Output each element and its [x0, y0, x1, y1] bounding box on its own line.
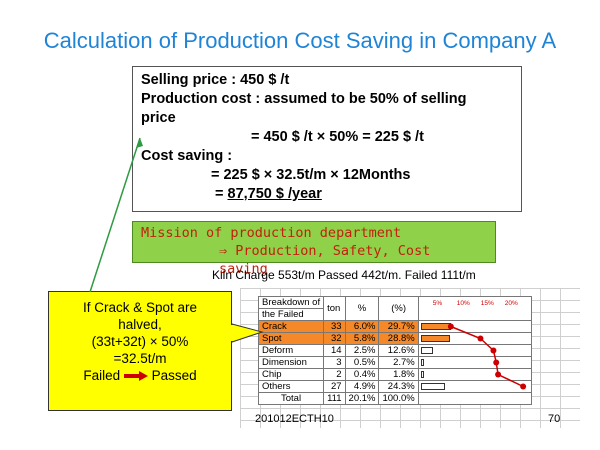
row-bar	[420, 335, 450, 342]
row-cum: 28.8%	[378, 332, 419, 345]
row-bar	[420, 359, 424, 366]
table-row: Deform 14 2.5% 12.6%	[257, 344, 532, 357]
header-ton: ton	[323, 296, 346, 321]
scale-10: 10%	[456, 300, 470, 307]
table-row: Spot 32 5.8% 28.8%	[257, 332, 532, 345]
row-bar-cell	[417, 356, 532, 369]
footer-code: 201012ECTH10	[255, 413, 334, 425]
header-row-1: Breakdown of ton % (%) 5% 10% 15% 20%	[257, 296, 532, 321]
header-scale: 5% 10% 15% 20%	[417, 296, 532, 321]
callout-line-3: (33t+32t) × 50%	[91, 334, 189, 349]
cumulative-point	[477, 335, 484, 342]
saving-eq: =	[215, 186, 228, 202]
row-pct: 6.0%	[344, 320, 380, 333]
callout-line-4: =32.5t/m	[113, 351, 167, 366]
cumulative-point	[447, 323, 454, 330]
cumulative-point	[493, 359, 500, 366]
cumulative-point	[520, 383, 527, 390]
mission-title: Mission of production department	[141, 225, 402, 241]
cumulative-line	[450, 325, 524, 388]
table-row: Dimension 3 0.5% 2.7%	[257, 356, 532, 369]
scale-20: 20%	[504, 300, 518, 307]
cumulative-point	[490, 347, 497, 354]
passed-label: Passed	[151, 368, 197, 383]
callout-box: If Crack & Spot are halved, (33t+32t) × …	[48, 291, 232, 411]
total-bar-cell	[417, 392, 532, 405]
row-bar	[420, 371, 424, 378]
saving-formula-line: = 225 $ × 32.5t/m × 12Months	[211, 167, 411, 183]
spreadsheet: Breakdown of ton % (%) 5% 10% 15% 20% th…	[240, 288, 580, 428]
cost-formula-line: = 450 $ /t × 50% = 225 $ /t	[251, 129, 424, 145]
page-number: 70	[548, 413, 561, 425]
cumulative-point	[495, 371, 502, 378]
callout-line-5: Failed Passed	[49, 367, 231, 384]
header-pct: %	[344, 296, 380, 321]
total-ton: 111	[323, 392, 346, 405]
header-cum: (%)	[378, 296, 419, 321]
mission-box: Mission of production department ⇒ Produ…	[132, 221, 496, 277]
kiln-summary: Kiln Charge 553t/m Passed 442t/m. Failed…	[212, 268, 476, 282]
row-bar	[420, 383, 446, 390]
pareto-line	[447, 323, 527, 390]
cost-saving-label: Cost saving :	[141, 148, 233, 164]
saving-result: 87,750 $ /year	[227, 186, 322, 202]
scale-5: 5%	[432, 300, 443, 307]
table-row: Crack 33 6.0% 29.7%	[257, 320, 532, 333]
calculation-box: Selling price : 450 $ /t Production cost…	[132, 66, 522, 212]
callout-line-1: If Crack & Spot are	[82, 300, 198, 315]
pointer-arrowhead	[136, 138, 143, 148]
total-row: Total 111 20.1% 100.0%	[257, 392, 532, 405]
callout-pointer	[231, 323, 264, 343]
row-name: Spot	[257, 332, 325, 345]
row-bar	[420, 347, 434, 354]
failed-label: Failed	[83, 368, 121, 383]
right-arrow-icon	[123, 371, 148, 382]
total-cum: 100.0%	[378, 392, 419, 405]
scale-15: 15%	[480, 300, 494, 307]
mission-items: ⇒ Production, Safety, Cost saving	[219, 243, 431, 277]
saving-result-line: = 87,750 $ /year	[141, 185, 513, 204]
slide-title: Calculation of Production Cost Saving in…	[43, 28, 557, 53]
selling-price-line: Selling price : 450 $ /t	[141, 72, 290, 88]
failure-breakdown-table: Breakdown of ton % (%) 5% 10% 15% 20% th…	[257, 296, 532, 405]
row-pct: 5.8%	[344, 332, 380, 345]
pointer-line	[89, 137, 141, 293]
callout-line-2: halved,	[118, 317, 162, 332]
production-cost-line: Production cost : assumed to be 50% of s…	[141, 91, 467, 107]
row-cum: 29.7%	[378, 320, 419, 333]
production-cost-line-2: price	[141, 110, 176, 126]
